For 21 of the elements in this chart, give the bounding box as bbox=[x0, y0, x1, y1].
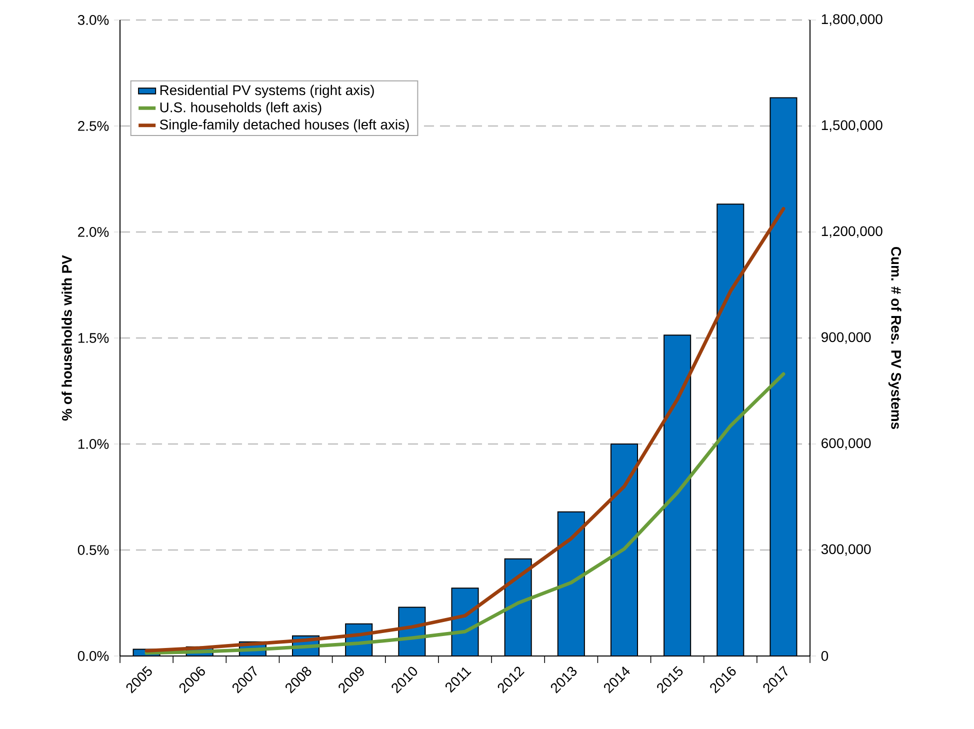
y2-tick-label: 900,000 bbox=[822, 332, 871, 344]
y-tick-label: 1.5% bbox=[78, 333, 109, 343]
y2-tick-label: 0 bbox=[821, 651, 828, 661]
y2-tick-label: 600,000 bbox=[822, 438, 871, 450]
legend-label: U.S. households (left axis) bbox=[160, 102, 322, 116]
y-tick-label: 1.0% bbox=[78, 439, 109, 449]
line-series bbox=[144, 372, 786, 655]
legend-label: Single-family detached houses (left axis) bbox=[160, 119, 409, 132]
y-tick-label: 2.5% bbox=[78, 121, 109, 131]
legend-label: Residential PV systems (right axis) bbox=[160, 84, 374, 98]
y-tick-label: 2.0% bbox=[78, 227, 109, 237]
y2-tick-label: 300,000 bbox=[821, 544, 871, 556]
y-tick-label: 0.0% bbox=[78, 651, 109, 661]
line-series bbox=[144, 206, 786, 652]
y-tick-label: 0.5% bbox=[78, 545, 109, 555]
y2-axis-title: Cum. # of Res. PV Systems bbox=[888, 246, 902, 430]
y2-tick-label: 1,800,000 bbox=[822, 14, 882, 26]
y-axis-title: % of households with PV bbox=[62, 255, 72, 421]
y2-tick-label: 1,500,000 bbox=[822, 120, 882, 132]
y2-tick-label: 1,200,000 bbox=[822, 226, 882, 238]
y-tick-label: 3.0% bbox=[78, 15, 109, 25]
